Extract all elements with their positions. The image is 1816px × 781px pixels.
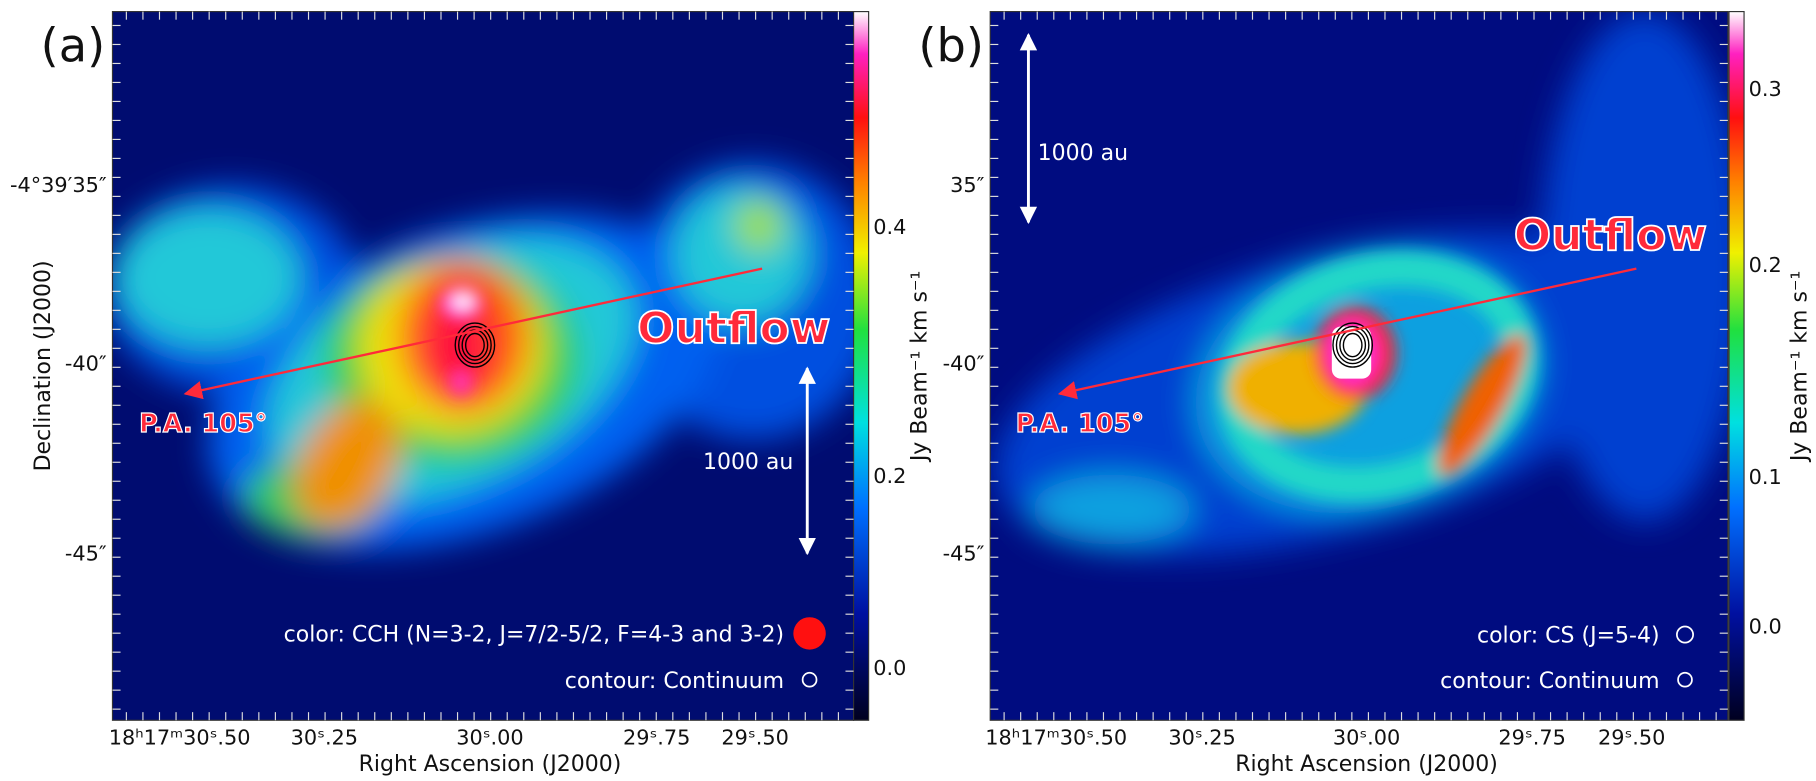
x-tick-label: 30ˢ.00 — [456, 726, 523, 750]
colorbar-tick: 0.0 — [873, 656, 906, 680]
x-tick-label: 29ˢ.50 — [721, 726, 788, 750]
x-axis-label: Right Ascension (J2000) — [359, 752, 622, 777]
contour-note: contour: Continuum — [1440, 669, 1659, 694]
x-tick-label: 18ʰ17ᵐ30ˢ.50 — [109, 726, 251, 750]
colorbar-tick: 0.0 — [1749, 614, 1782, 638]
scale-label: 1000 au — [1038, 141, 1128, 166]
y-tick-label: -40″ — [943, 352, 985, 376]
outflow-label: Outflow — [1514, 210, 1707, 261]
panel-label: (a) — [41, 18, 106, 72]
x-tick-label: 29ˢ.75 — [623, 726, 690, 750]
y-tick-label: -45″ — [65, 541, 107, 565]
x-axis-label: Right Ascension (J2000) — [1235, 752, 1498, 777]
figure: (a) -4°39′35″ -40″ -45″ 18ʰ17ᵐ30ˢ.50 30ˢ… — [0, 0, 1816, 777]
y-tick-label: -45″ — [943, 541, 985, 565]
colorbar-tick: 0.1 — [1749, 465, 1782, 489]
outflow-label: Outflow — [637, 303, 830, 354]
colorbar-tick: 0.4 — [873, 215, 906, 239]
scale-label: 1000 au — [703, 450, 793, 475]
colorbar-tick: 0.3 — [1749, 77, 1782, 101]
x-tick-label: 18ʰ17ᵐ30ˢ.50 — [985, 726, 1127, 750]
pa-label: P.A. 105° — [139, 409, 267, 439]
contour-note: contour: Continuum — [565, 669, 784, 694]
colorbar — [1729, 12, 1744, 721]
y-axis-label: Declination (J2000) — [31, 260, 56, 471]
y-tick-label: -4°39′35″ — [10, 173, 107, 197]
color-note: color: CCH (N=3-2, J=7/2-5/2, F=4-3 and … — [284, 623, 784, 648]
colorbar — [854, 12, 869, 721]
x-tick-label: 30ˢ.25 — [1168, 726, 1235, 750]
panel-label: (b) — [918, 18, 984, 72]
colorbar-label: Jy Beam⁻¹ km s⁻¹ — [1788, 271, 1813, 464]
colorbar-tick: 0.2 — [1749, 253, 1782, 277]
map-b — [960, 12, 1748, 721]
y-tick-label: 35″ — [950, 173, 985, 197]
map-a — [104, 12, 880, 721]
colorbar-tick: 0.2 — [873, 464, 906, 488]
colorbar-label: Jy Beam⁻¹ km s⁻¹ — [908, 271, 933, 464]
x-tick-label: 29ˢ.50 — [1598, 726, 1665, 750]
x-tick-label: 30ˢ.00 — [1333, 726, 1400, 750]
beam — [793, 617, 825, 649]
color-note: color: CS (J=5-4) — [1477, 624, 1660, 649]
x-tick-label: 29ˢ.75 — [1498, 726, 1565, 750]
pa-label: P.A. 105° — [1016, 409, 1144, 439]
y-tick-label: -40″ — [65, 352, 107, 376]
x-tick-label: 30ˢ.25 — [291, 726, 358, 750]
